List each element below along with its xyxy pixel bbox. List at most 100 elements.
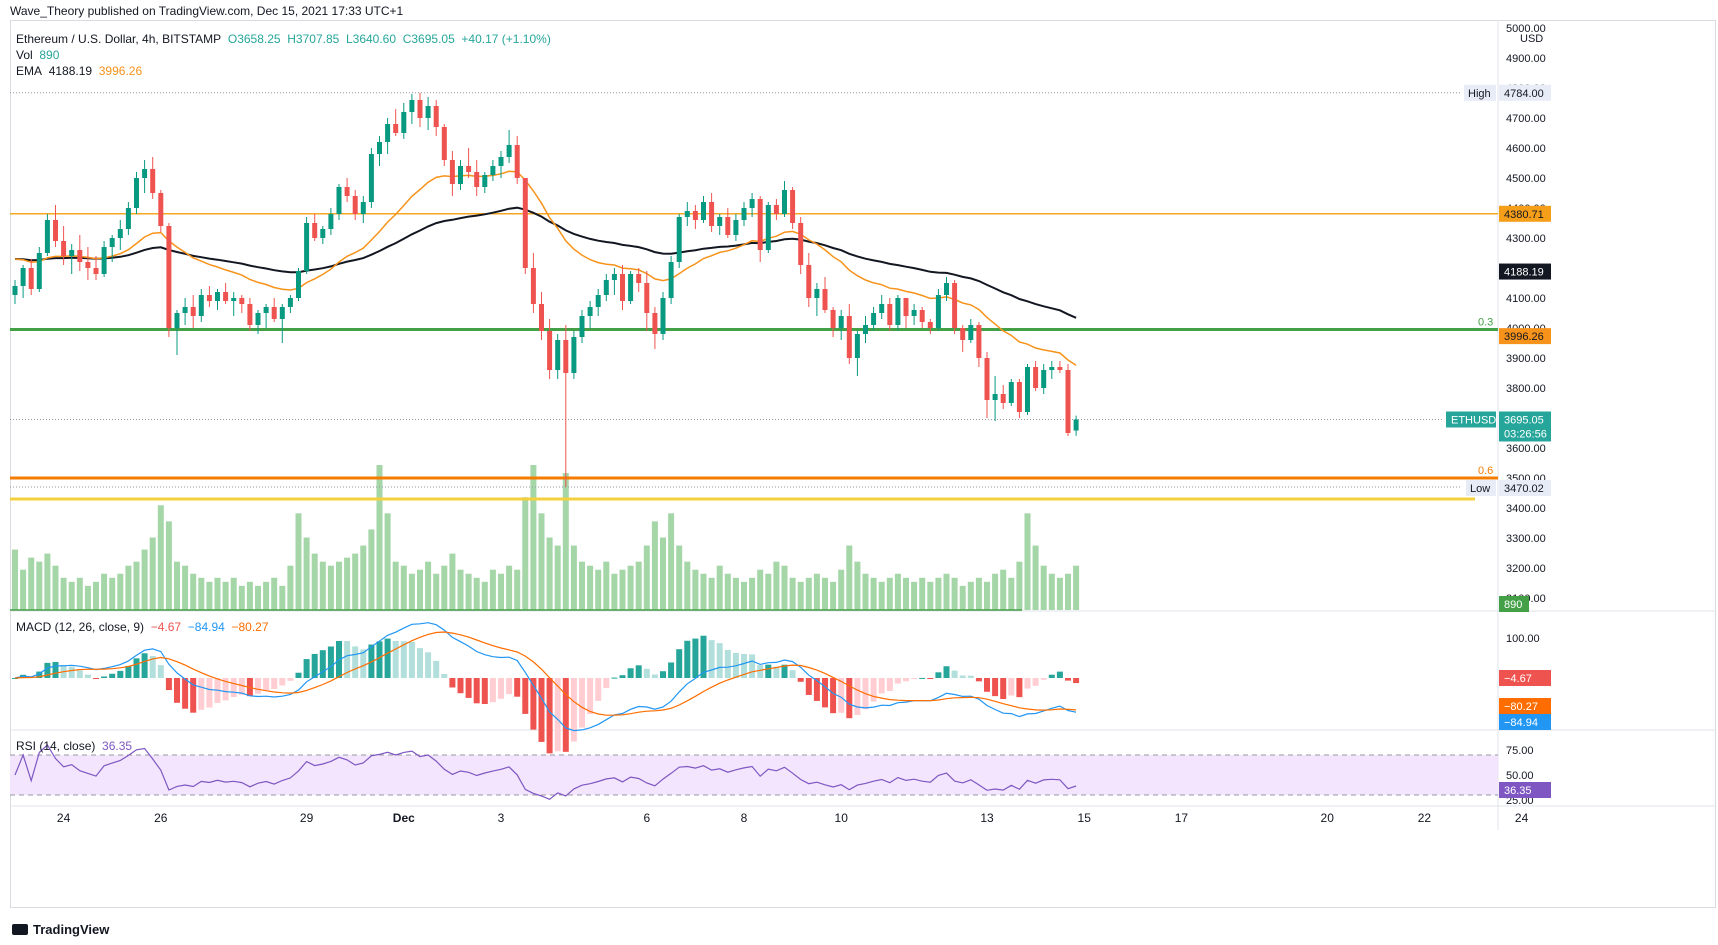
candle-body bbox=[320, 229, 326, 238]
price-tick-label: 3200.00 bbox=[1506, 563, 1546, 575]
high-tag-bg bbox=[1464, 84, 1496, 101]
volume-label[interactable]: Vol bbox=[16, 48, 33, 62]
candle-body bbox=[385, 124, 391, 142]
ema-long-value: 4188.19 bbox=[48, 64, 93, 78]
candle-body bbox=[871, 313, 877, 325]
volume-bar bbox=[708, 577, 715, 610]
rsi-label[interactable]: RSI (14, close) bbox=[16, 739, 96, 753]
tradingview-logo[interactable]: TradingView bbox=[12, 922, 109, 937]
volume-bar bbox=[68, 581, 75, 610]
volume-bar bbox=[1016, 561, 1023, 610]
macd-histogram-bar bbox=[984, 678, 990, 692]
time-axis-label: 20 bbox=[1321, 811, 1335, 825]
volume-value: 890 bbox=[39, 48, 60, 62]
candle-body bbox=[1033, 367, 1039, 388]
volume-bar bbox=[133, 561, 140, 610]
candle-body bbox=[247, 304, 253, 325]
volume-bar bbox=[190, 573, 197, 610]
candle-body bbox=[644, 283, 650, 313]
volume-bar bbox=[157, 505, 164, 610]
candle-body bbox=[984, 358, 990, 400]
candle-body bbox=[1000, 394, 1006, 403]
candle-body bbox=[377, 142, 382, 154]
volume-bar bbox=[911, 581, 918, 610]
macd-histogram-bar bbox=[133, 658, 140, 678]
volume-bar bbox=[125, 565, 132, 610]
ema-label[interactable]: EMA bbox=[16, 64, 43, 78]
macd-histogram-bar bbox=[903, 678, 909, 682]
macd-histogram-bar bbox=[830, 678, 837, 714]
candle-body bbox=[935, 295, 941, 328]
volume-bar bbox=[109, 577, 116, 610]
candle-body bbox=[992, 394, 998, 400]
symbol-title[interactable]: Ethereum / U.S. Dollar, 4h, BITSTAMP bbox=[16, 32, 222, 46]
macd-histogram-bar bbox=[473, 678, 480, 704]
candle-body bbox=[271, 307, 277, 319]
candle-body bbox=[304, 223, 310, 271]
volume-bar bbox=[927, 581, 934, 610]
macd-histogram-bar bbox=[676, 649, 683, 678]
volume-bar bbox=[554, 545, 561, 610]
candle-body bbox=[903, 298, 909, 316]
candle-body bbox=[458, 166, 463, 184]
macd-histogram-bar bbox=[190, 678, 197, 713]
candle-body bbox=[668, 262, 674, 298]
ema-short-value: 3996.26 bbox=[98, 64, 143, 78]
volume-bar bbox=[643, 545, 650, 610]
volume-bar bbox=[433, 573, 440, 610]
published-by-header: Wave_Theory published on TradingView.com… bbox=[10, 4, 404, 18]
volume-bar bbox=[311, 553, 318, 610]
volume-bar bbox=[846, 545, 853, 610]
candle-body bbox=[887, 304, 893, 325]
candle-body bbox=[879, 304, 885, 313]
candle-body bbox=[328, 214, 334, 229]
volume-bar bbox=[1056, 577, 1063, 610]
volume-bar bbox=[668, 513, 675, 610]
time-axis-label: Dec bbox=[393, 811, 415, 825]
volume-bar bbox=[797, 581, 804, 610]
macd-histogram-bar bbox=[570, 678, 577, 742]
candle-body bbox=[215, 292, 220, 301]
rsi-legend-value: 36.35 bbox=[102, 739, 133, 753]
macd-histogram-bar bbox=[911, 678, 918, 679]
volume-bar bbox=[481, 581, 488, 610]
macd-histogram-bar bbox=[554, 678, 561, 752]
candle-body bbox=[474, 172, 480, 187]
ohlc-open: O3658.25 bbox=[227, 32, 281, 46]
candle-body bbox=[69, 250, 75, 256]
volume-bar bbox=[1073, 565, 1080, 610]
time-axis-label: 29 bbox=[300, 811, 314, 825]
macd-line-legend: −84.94 bbox=[187, 620, 225, 634]
candle-body bbox=[595, 295, 601, 307]
volume-bar bbox=[732, 577, 739, 610]
candle-body bbox=[393, 124, 399, 133]
macd-histogram-bar bbox=[846, 678, 853, 719]
macd-label[interactable]: MACD (12, 26, close, 9) bbox=[16, 620, 145, 634]
price-tick-label: 4500.00 bbox=[1506, 173, 1546, 185]
volume-bar bbox=[781, 565, 788, 610]
volume-bar bbox=[765, 573, 772, 610]
volume-bar bbox=[700, 573, 707, 610]
macd-histogram-bar bbox=[562, 678, 569, 752]
volume-bar bbox=[522, 497, 529, 610]
candle-body bbox=[806, 265, 812, 298]
macd-histogram-bar bbox=[651, 674, 658, 678]
candle-body bbox=[692, 211, 698, 220]
volume-bar bbox=[93, 581, 99, 610]
last-price-tag-bg bbox=[1499, 411, 1551, 442]
low-tag: Low bbox=[1470, 483, 1490, 495]
ohlc-low: L3640.60 bbox=[345, 32, 397, 46]
candle-body bbox=[134, 178, 139, 208]
ema-short-price-tag-bg bbox=[1499, 328, 1551, 345]
symbol-tag: ETHUSD bbox=[1451, 414, 1496, 426]
volume-bar bbox=[84, 585, 91, 610]
candle-body bbox=[555, 340, 561, 370]
candle-body bbox=[287, 298, 293, 307]
macd-hist-legend: −4.67 bbox=[150, 620, 182, 634]
last-price-tag: 3695.05 bbox=[1504, 414, 1544, 426]
volume-bar bbox=[101, 573, 108, 610]
price-tick-label: 3300.00 bbox=[1506, 533, 1546, 545]
volume-bar bbox=[951, 577, 958, 610]
macd-histogram-bar bbox=[967, 675, 974, 678]
